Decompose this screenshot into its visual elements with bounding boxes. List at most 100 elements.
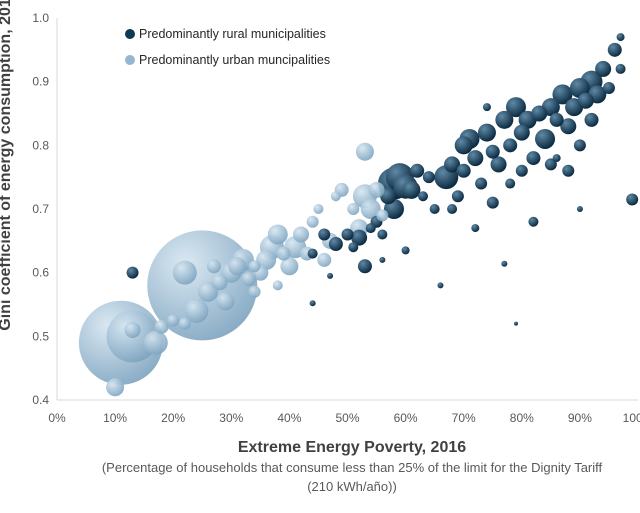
rural-bubble — [126, 266, 139, 279]
rural-bubble — [379, 256, 386, 263]
rural-bubble — [607, 42, 622, 57]
urban-bubble — [154, 319, 169, 334]
rural-bubble — [328, 237, 343, 252]
rural-bubble — [327, 272, 334, 279]
y-tick-label: 1.0 — [32, 11, 49, 25]
urban-bubble — [106, 378, 125, 397]
x-tick-label: 80% — [510, 411, 534, 425]
urban-bubble — [248, 260, 261, 273]
rural-bubble — [531, 105, 548, 122]
urban-bubble — [124, 321, 141, 338]
urban-bubble — [368, 181, 385, 198]
urban-bubble — [317, 252, 332, 267]
urban-bubble — [241, 272, 256, 287]
urban-bubble — [211, 274, 228, 291]
urban-bubble — [184, 298, 209, 323]
rural-bubble — [429, 204, 440, 214]
rural-bubble — [576, 206, 583, 212]
rural-bubble — [544, 158, 557, 171]
urban-bubble — [272, 280, 283, 291]
rural-bubble — [584, 112, 599, 127]
rural-bubble — [401, 246, 410, 255]
rural-bubble — [490, 156, 507, 173]
rural-bubble — [471, 224, 480, 233]
x-tick-label: 40% — [277, 411, 301, 425]
rural-bubble — [309, 300, 316, 307]
rural-bubble — [495, 110, 514, 129]
rural-bubble — [602, 82, 615, 95]
rural-bubble — [535, 128, 556, 149]
rural-bubble — [467, 150, 484, 167]
urban-bubble — [167, 314, 180, 327]
y-tick-label: 0.4 — [32, 393, 49, 407]
rural-bubble — [515, 164, 528, 177]
rural-bubble — [451, 190, 464, 203]
rural-bubble — [573, 139, 586, 152]
urban-bubble — [172, 260, 197, 285]
rural-bubble — [351, 229, 368, 246]
rural-bubble — [377, 229, 388, 240]
axes: 0% 10% 20% 30% 40% 50% 60% 70% 80% 90% 100% 0.4 0.5 0… — [32, 11, 640, 425]
rural-bubble — [485, 144, 500, 159]
rural-bubble — [526, 151, 541, 166]
rural-bubble — [577, 92, 594, 109]
rural-bubble — [562, 164, 575, 177]
urban-bubble — [276, 246, 291, 261]
rural-bubble — [341, 228, 354, 241]
y-tick-label: 0.5 — [32, 329, 49, 343]
urban-bubble — [313, 204, 324, 214]
legend-marker-rural — [125, 29, 135, 39]
x-tick-label: 50% — [335, 411, 359, 425]
x-tick-label: 30% — [219, 411, 243, 425]
rural-bubble — [418, 191, 429, 202]
urban-bubble — [206, 259, 221, 274]
urban-bubble — [248, 285, 261, 298]
rural-bubble — [552, 84, 573, 105]
rural-bubble — [549, 112, 564, 127]
rural-bubble — [482, 103, 491, 112]
rural-bubble — [503, 138, 518, 153]
urban-bubble — [198, 281, 219, 302]
y-axis-label: Gini coefficient of energy consumption, … — [0, 0, 14, 331]
y-tick-label: 0.8 — [32, 138, 49, 152]
rural-bubble — [422, 171, 435, 184]
rural-bubble — [357, 259, 372, 274]
rural-bubble — [456, 163, 471, 178]
x-tick-label: 90% — [568, 411, 592, 425]
urban-bubble — [355, 142, 374, 161]
x-tick-label: 60% — [394, 411, 418, 425]
x-tick-label: 10% — [103, 411, 127, 425]
rural-bubble — [552, 154, 561, 163]
urban-bubble — [216, 292, 235, 311]
y-tick-label: 0.9 — [32, 75, 49, 89]
rural-bubble — [528, 216, 539, 227]
rural-bubble — [486, 196, 499, 209]
rural-bubble — [595, 60, 612, 77]
legend-label-urban: Predominantly urban muncipalities — [139, 53, 330, 67]
rural-bubble — [513, 321, 518, 326]
rural-bubble — [505, 97, 526, 118]
rural-bubble — [615, 63, 626, 74]
x-tick-label: 0% — [48, 411, 66, 425]
rural-bubble — [318, 228, 331, 241]
urban-bubble — [267, 224, 288, 245]
urban-bubble — [293, 226, 310, 243]
rural-bubble — [477, 123, 496, 142]
rural-bubble — [454, 136, 473, 155]
legend-label-rural: Predominantly rural municipalities — [139, 27, 326, 41]
rural-bubble — [402, 180, 421, 199]
rural-bubble — [437, 282, 444, 289]
x-axis-sublabel-line2: (210 kWh/año)) — [307, 479, 397, 494]
urban-bubble — [360, 199, 381, 219]
rural-bubble — [348, 242, 359, 253]
rural-bubble — [505, 178, 516, 189]
plot-area — [78, 33, 639, 397]
rural-bubble — [307, 248, 318, 259]
x-axis-sublabel-line1: (Percentage of households that consume l… — [102, 460, 603, 475]
legend-marker-urban — [125, 55, 135, 65]
y-tick-label: 0.6 — [32, 266, 49, 280]
urban-bubble — [376, 209, 389, 222]
urban-bubble — [280, 257, 299, 276]
rural-bubble — [444, 156, 461, 173]
